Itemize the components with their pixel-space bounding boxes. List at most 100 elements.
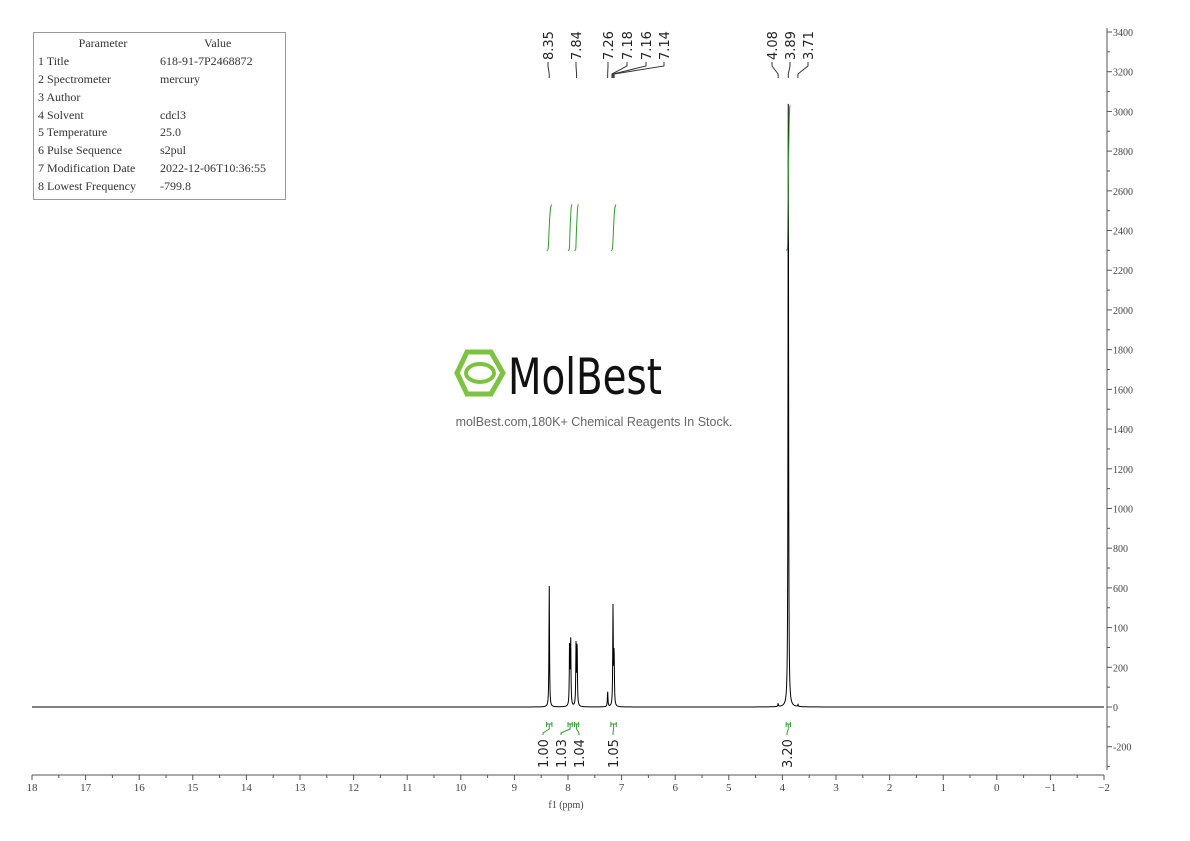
peak-label-connector — [612, 62, 647, 78]
x-tick-label: 3 — [833, 782, 839, 794]
integral-label: 1.05 — [607, 739, 622, 768]
hexagon-logo-icon — [454, 349, 506, 397]
y-tick-label: 2400 — [1113, 227, 1133, 238]
y-tick-label: 2000 — [1113, 306, 1133, 317]
y-tick-label: 3200 — [1113, 68, 1133, 79]
integral-curve — [574, 204, 579, 251]
x-tick-label: 15 — [187, 782, 199, 794]
x-tick-label: 18 — [27, 782, 39, 794]
y-tick-label: 2800 — [1113, 147, 1133, 158]
integral-curve — [567, 204, 573, 251]
y-tick-label: 100 — [1113, 624, 1128, 635]
parameter-value: 618-91-7P2468872 — [160, 53, 253, 68]
integral-label: 1.03 — [555, 739, 570, 768]
header-value: Value — [204, 36, 232, 50]
parameter-row: 7 Modification Date 2022-12-06T10:36:55 — [38, 160, 285, 178]
integral-bracket — [785, 722, 791, 735]
peak-label: 4.08 — [766, 31, 781, 60]
watermark-tagline: molBest.com,180K+ Chemical Reagents In S… — [456, 415, 733, 429]
x-tick-label: 9 — [512, 782, 518, 794]
parameter-row: 5 Temperature 25.0 — [38, 124, 285, 142]
peak-label: 3.71 — [802, 31, 817, 60]
integral-bracket — [542, 722, 553, 735]
peak-label: 7.18 — [621, 31, 636, 60]
peak-label-connector — [611, 62, 628, 78]
parameter-row: 4 Solvent cdcl3 — [38, 107, 285, 125]
parameter-name: 2 Spectrometer — [38, 71, 111, 86]
benzene-ring-icon — [464, 362, 496, 384]
parameter-name: 1 Title — [38, 53, 70, 68]
peak-label-connector — [613, 62, 665, 78]
parameter-value: -799.8 — [160, 179, 191, 194]
parameter-row: 2 Spectrometer mercury — [38, 71, 285, 89]
spectrum-line — [32, 103, 1104, 708]
peak-label-connector — [797, 62, 809, 78]
y-tick-label: -200 — [1113, 743, 1131, 754]
parameter-row: 1 Title 618-91-7P2468872 — [38, 53, 285, 71]
integral-curve — [786, 104, 791, 251]
y-tick-label: 1600 — [1113, 385, 1133, 396]
x-tick-label: 0 — [994, 782, 1000, 794]
parameter-value: 25.0 — [160, 125, 181, 140]
parameter-name: 4 Solvent — [38, 107, 84, 122]
parameter-name: 6 Pulse Sequence — [38, 143, 122, 158]
x-tick-label: 4 — [780, 782, 786, 794]
x-tick-label: 7 — [619, 782, 625, 794]
y-tick-label: 1000 — [1113, 504, 1133, 515]
y-tick-label: 800 — [1113, 544, 1128, 555]
y-tick-label: 1800 — [1113, 346, 1133, 357]
parameter-table-header: Parameter Value — [38, 35, 285, 53]
peak-label: 7.14 — [658, 31, 673, 60]
x-tick-label: 5 — [726, 782, 732, 794]
parameter-row: 8 Lowest Frequency -799.8 — [38, 178, 285, 196]
x-tick-label: 1 — [940, 782, 946, 794]
peak-label-connector — [547, 62, 550, 78]
integral-label: 3.20 — [781, 739, 796, 768]
y-tick-label: 1400 — [1113, 425, 1133, 436]
integral-bracket — [610, 722, 617, 735]
x-tick-label: 14 — [241, 782, 253, 794]
parameter-row: 3 Author — [38, 89, 285, 107]
x-tick-label: 6 — [672, 782, 678, 794]
peak-label: 7.16 — [640, 31, 655, 60]
parameter-value: mercury — [160, 71, 200, 86]
x-axis-label: f1 (ppm) — [548, 800, 583, 811]
parameter-row: 6 Pulse Sequence s2pul — [38, 142, 285, 160]
peak-label-connector — [771, 62, 779, 78]
peak-label-connector — [787, 62, 791, 78]
peak-label: 3.89 — [784, 31, 799, 60]
x-tick-label: 11 — [402, 782, 413, 794]
x-tick-label: 2 — [887, 782, 893, 794]
x-tick-label: 16 — [134, 782, 146, 794]
parameter-name: 7 Modification Date — [38, 161, 136, 176]
x-tick-label: 13 — [295, 782, 307, 794]
y-tick-label: 1200 — [1113, 465, 1133, 476]
integral-bracket — [573, 722, 580, 735]
y-tick-label: 3400 — [1113, 28, 1133, 39]
parameter-name: 8 Lowest Frequency — [38, 179, 136, 194]
x-tick-label: 8 — [565, 782, 571, 794]
parameter-value: cdcl3 — [160, 107, 186, 122]
y-tick-label: 200 — [1113, 663, 1128, 674]
logo-text: MolBest — [508, 348, 662, 406]
parameter-value: s2pul — [160, 143, 187, 158]
integral-label: 1.04 — [573, 739, 588, 768]
x-tick-label: 10 — [455, 782, 467, 794]
peak-label: 8.35 — [542, 31, 557, 60]
y-tick-label: 0 — [1113, 703, 1118, 714]
x-tick-label: −2 — [1098, 782, 1110, 794]
header-parameter: Parameter — [78, 36, 128, 50]
x-tick-label: 17 — [80, 782, 92, 794]
integral-label: 1.00 — [537, 739, 552, 768]
peak-label: 7.84 — [570, 31, 585, 60]
y-tick-label: 600 — [1113, 584, 1128, 595]
parameter-value: 2022-12-06T10:36:55 — [160, 161, 266, 176]
integral-bracket — [560, 722, 573, 735]
parameter-name: 5 Temperature — [38, 125, 108, 140]
parameter-table: Parameter Value 1 Title 618-91-7P2468872 2… — [33, 32, 286, 201]
integral-curve — [546, 204, 552, 251]
integral-curve — [610, 204, 617, 251]
parameter-name: 3 Author — [38, 89, 81, 104]
x-tick-label: −1 — [1045, 782, 1057, 794]
